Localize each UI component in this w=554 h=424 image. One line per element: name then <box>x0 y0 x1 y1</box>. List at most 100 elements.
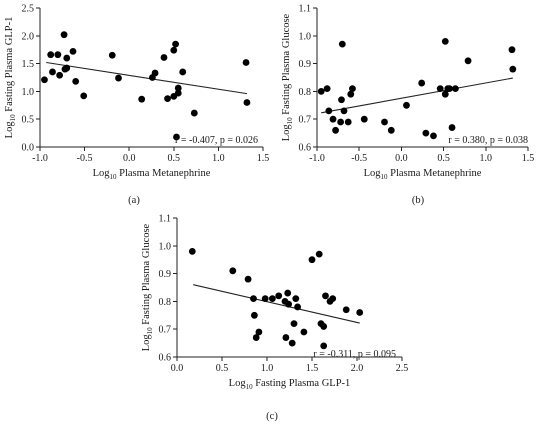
panel-label: (b) <box>412 195 425 206</box>
data-point <box>448 124 456 131</box>
data-point <box>251 311 258 319</box>
regression-line <box>46 61 248 95</box>
correlation-annotation: r = -0.311, p = 0.095 <box>313 349 396 360</box>
data-point <box>300 328 308 336</box>
data-point <box>308 256 316 264</box>
data-point <box>41 76 48 84</box>
y-axis-title: Log10 Fasting Plasma Glucose <box>141 223 154 351</box>
regression-line <box>193 284 360 324</box>
data-point <box>164 95 171 103</box>
panel-a: -1.0 -0.5 0.0 0.5 1.0 1.5 0.0 0.5 1.0 1.5 2.0 2.5 Lo… <box>4 4 269 207</box>
data-point <box>288 339 296 347</box>
data-point <box>337 118 345 126</box>
panel-c: 0.0 0.5 1.0 1.5 2.0 2.5 0.6 0.7 0.8 0.9 1.0 1.1 Log1… <box>141 214 408 423</box>
data-point <box>250 295 257 303</box>
data-point <box>172 40 179 48</box>
data-point <box>340 107 348 115</box>
data-point <box>356 309 364 316</box>
y-axis-title: Log10 Fasting Plasma Glucose <box>281 13 294 141</box>
data-point <box>338 40 346 48</box>
data-point <box>151 69 159 77</box>
y-tick-label: 1.0 <box>22 87 35 98</box>
x-tick-label: 0.0 <box>171 363 184 374</box>
data-point <box>242 59 250 66</box>
x-axis-title: Log10 Plasma Metanephrine <box>93 168 211 181</box>
data-point <box>294 303 301 311</box>
data-point <box>329 295 337 303</box>
data-point <box>325 107 333 115</box>
data-point <box>464 57 472 65</box>
x-tick-label: -0.5 <box>351 153 367 164</box>
y-tick-label: 0.6 <box>299 143 312 154</box>
x-tick-label: 2.5 <box>396 363 409 374</box>
y-tick-label: 0.5 <box>22 115 35 126</box>
data-point <box>47 51 55 59</box>
data-point <box>418 79 426 87</box>
x-tick-label: 1.0 <box>212 153 225 164</box>
x-tick-label: 1.5 <box>257 153 270 164</box>
data-point <box>244 275 252 283</box>
x-tick-label: 1.5 <box>306 363 319 374</box>
data-point <box>56 71 64 79</box>
x-tick-label: 0.0 <box>395 153 408 164</box>
data-point <box>170 46 178 54</box>
y-tick-label: 1.0 <box>299 31 312 42</box>
x-tick-label: 2.0 <box>351 363 364 374</box>
data-point <box>436 85 444 93</box>
data-point <box>342 306 350 314</box>
data-point <box>317 88 325 95</box>
data-point <box>179 68 187 76</box>
data-point <box>69 47 77 55</box>
data-point <box>243 99 251 106</box>
data-point <box>344 118 352 126</box>
data-point <box>338 96 345 104</box>
x-axis-title: Log10 Fasting Plasma GLP-1 <box>229 378 351 391</box>
data-point <box>285 300 292 308</box>
correlation-annotation: r = -0.407, p = 0.026 <box>175 135 258 146</box>
data-point <box>292 295 300 303</box>
x-tick-label: 0.0 <box>123 153 136 164</box>
y-tick-label: 0.7 <box>159 325 172 336</box>
data-point <box>320 342 328 350</box>
y-tick-label: 0.7 <box>299 115 312 126</box>
data-point <box>452 85 459 93</box>
data-point <box>115 74 122 82</box>
x-tick-label: -1.0 <box>309 153 325 164</box>
data-point <box>72 77 80 85</box>
correlation-annotation: r = 0.380, p = 0.038 <box>448 135 528 146</box>
data-point <box>269 295 276 303</box>
panel-label: (a) <box>128 195 140 206</box>
data-point <box>403 101 410 109</box>
data-point <box>446 85 453 93</box>
data-point <box>315 250 323 258</box>
data-point <box>290 320 298 328</box>
data-point <box>320 323 328 330</box>
data-point <box>108 51 116 59</box>
data-point <box>174 89 182 97</box>
data-point <box>508 46 516 54</box>
data-point <box>360 115 368 123</box>
data-point <box>430 132 437 140</box>
data-point <box>54 51 62 59</box>
data-point <box>63 54 71 62</box>
y-tick-label: 0.9 <box>159 269 172 280</box>
data-point <box>282 334 290 341</box>
data-point <box>422 129 430 137</box>
y-tick-label: 1.1 <box>299 4 312 15</box>
data-point <box>138 95 146 103</box>
data-point <box>441 37 449 45</box>
panel-b: -1.0 -0.5 0.0 0.5 1.0 1.5 0.6 0.7 0.8 0.9 1.0 1.1 Lo… <box>281 4 534 207</box>
data-point <box>284 289 292 297</box>
x-tick-label: -1.0 <box>32 153 48 164</box>
y-tick-label: 1.0 <box>159 241 172 252</box>
data-point <box>329 115 337 123</box>
y-tick-label: 0.6 <box>159 353 172 364</box>
y-tick-label: 0.8 <box>159 297 172 308</box>
data-point <box>188 247 196 255</box>
y-tick-label: 0.8 <box>299 87 312 98</box>
x-tick-label: 1.0 <box>261 363 274 374</box>
y-tick-label: 1.1 <box>159 214 172 225</box>
x-axis-title: Log10 Plasma Metanephrine <box>364 168 482 181</box>
y-tick-label: 0.0 <box>22 143 35 154</box>
